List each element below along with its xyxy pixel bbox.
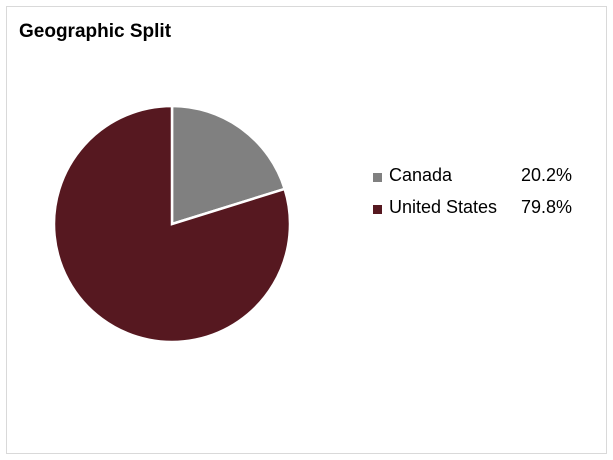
chart-title: Geographic Split xyxy=(19,21,172,42)
legend-swatch-canada xyxy=(373,173,382,182)
pie-slice-canada xyxy=(170,104,287,226)
legend-item-united-states: United States 79.8% xyxy=(373,197,603,229)
pie-slice-united-states xyxy=(52,104,292,344)
legend-swatch-united-states xyxy=(373,205,382,214)
legend-value-united-states: 79.8% xyxy=(521,197,573,217)
legend-label-canada: Canada xyxy=(389,165,453,185)
legend-value-canada: 20.2% xyxy=(521,165,573,185)
legend-item-canada: Canada 20.2% xyxy=(373,165,603,197)
legend: Canada 20.2% United States 79.8% xyxy=(373,165,603,229)
legend-label-united-states: United States xyxy=(389,197,498,217)
